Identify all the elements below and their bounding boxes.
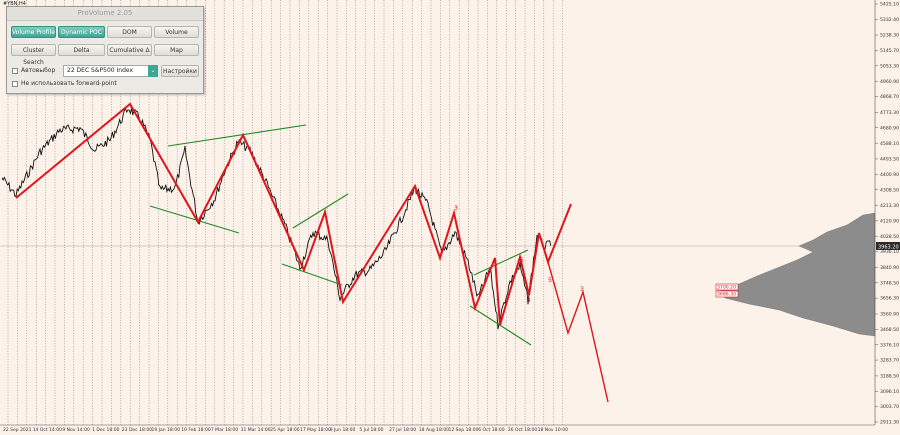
price-tick-label: 3468.50	[880, 327, 899, 333]
volume-profile	[716, 212, 876, 337]
price-tick-label: 4773.30	[880, 110, 899, 116]
time-axis-label: 9 Jun 18:00	[330, 427, 356, 433]
price-tick-label: 3188.50	[880, 374, 899, 380]
chevron-down-icon[interactable]: ⌄	[148, 65, 158, 77]
price-tick-label: 5145.70	[880, 48, 899, 54]
price-tick-label: 4028.50	[880, 234, 899, 240]
current-price-label: 3963.20	[878, 245, 899, 251]
time-axis-label: 19 Jan 18:00	[152, 427, 181, 433]
forward-point-checkbox[interactable]	[12, 81, 18, 87]
volume-profile-shape	[716, 212, 876, 337]
price-tick-label: 3936.10	[880, 249, 899, 255]
wave-mark: 5	[548, 277, 552, 284]
price-tick-label: 4400.90	[880, 172, 899, 178]
price-tick-label: 3096.10	[880, 389, 899, 395]
price-tick-label: 4308.50	[880, 187, 899, 193]
level-box	[715, 283, 739, 291]
price-tick-label: 4868.70	[880, 94, 899, 100]
time-axis-label: 22 Sep 2021	[3, 427, 32, 433]
price-series	[1, 108, 552, 330]
price-tick-label: 3560.90	[880, 312, 899, 318]
map-button[interactable]: Map	[154, 44, 199, 56]
time-axis-label: 31 Mar 14:00	[241, 427, 271, 433]
trend-line	[469, 305, 532, 346]
symbol-select[interactable]: 22 DEC S&P500 Index	[63, 65, 157, 77]
level-label: 3700.20	[717, 285, 736, 291]
settings-button[interactable]: Настройки	[161, 65, 199, 77]
forward-point-label: Не использовать forward-point	[21, 80, 117, 87]
price-tick-label: 5238.30	[880, 33, 899, 39]
time-axis-label: 1 Dec 18:00	[92, 427, 120, 433]
wave-mark: 4	[527, 297, 531, 304]
price-tick-label: 5053.30	[880, 63, 899, 69]
wave-mark: 3	[454, 205, 458, 212]
trend-line	[167, 124, 307, 147]
price-tick-label: 5332.40	[880, 17, 899, 23]
time-axis-label: 6 Oct 18:00	[478, 427, 505, 433]
time-axis-label: 14 Oct 14:00	[33, 427, 62, 433]
price-tick-label: 4960.90	[880, 79, 899, 85]
trend-line	[473, 249, 529, 276]
time-axis-label: 17 May 18:00	[300, 427, 331, 433]
price-tick-label: 2911.30	[880, 420, 899, 426]
price-tick-label: 4588.10	[880, 141, 899, 147]
time-axis-label: 23 Dec 18:00	[122, 427, 152, 433]
provolume-panel: ProVolume 2.05 Volume Profile Dynamic PO…	[6, 6, 204, 94]
time-axis-label: 18 Nov 10:00	[538, 427, 568, 433]
price-axis: 5425.10 5332.40 5238.30 5145.70 5053.30 4960.…	[875, 2, 899, 426]
price-tick-label: 3283.70	[880, 358, 899, 364]
time-axis-label: 7 Mar 18:00	[211, 427, 238, 433]
time-axis-label: 25 Apr 18:00	[270, 427, 299, 433]
chart-symbol: #YBN,H4	[3, 1, 26, 7]
price-tick-label: 3840.90	[880, 265, 899, 271]
wave-mark: 5	[520, 257, 524, 264]
time-axis-label: 10 Feb 18:00	[181, 427, 211, 433]
level-label: 3686.30	[717, 292, 736, 298]
price-tick-label: 4120.90	[880, 218, 899, 224]
panel-title: ProVolume 2.05	[7, 7, 203, 21]
price-tick-label: 3376.10	[880, 342, 899, 348]
wave-marks: 3 4 5 3 5	[454, 205, 584, 304]
price-tick-label: 3656.30	[880, 296, 899, 302]
trend-line	[292, 193, 349, 229]
time-axis-label: 9 Nov 14:00	[62, 427, 90, 433]
cumulative-delta-button[interactable]: Cumulative Δ	[107, 44, 152, 56]
dynamic-poc-button[interactable]: Dynamic POC	[58, 26, 105, 38]
price-tick-label: 4680.90	[880, 125, 899, 131]
wave-mark: 3	[580, 286, 584, 293]
volume-profile-button[interactable]: Volume Profile	[11, 26, 56, 38]
auto-select-label: Автовыбор	[21, 67, 56, 74]
trend-line	[149, 205, 240, 234]
wave-projection	[547, 261, 609, 403]
price-tick-label: 4213.30	[880, 203, 899, 209]
volume-button[interactable]: Volume	[154, 26, 199, 38]
time-axis-label: 27 Jul 18:00	[389, 427, 416, 433]
time-axis-label: 18 Aug 18:00	[419, 427, 449, 433]
wave-lines	[15, 102, 572, 326]
price-tick-label: 3748.50	[880, 280, 899, 286]
current-price-box	[876, 242, 900, 250]
time-axis: 22 Sep 2021 14 Oct 14:00 9 Nov 14:00 1 Dec …	[3, 427, 568, 433]
time-axis-label: 5 Jul 18:00	[359, 427, 383, 433]
time-axis-label: 12 Sep 18:00	[449, 427, 479, 433]
price-tick-label: 3003.70	[880, 404, 899, 410]
time-axis-label: 26 Oct 18:00	[508, 427, 537, 433]
trend-lines	[149, 124, 532, 346]
price-tick-label: 5425.10	[880, 2, 899, 8]
auto-select-checkbox[interactable]	[12, 68, 18, 74]
trend-line	[281, 263, 343, 286]
cluster-search-button[interactable]: Cluster Search	[11, 44, 56, 66]
price-tick-label: 4493.50	[880, 157, 899, 163]
dom-button[interactable]: DOM	[107, 26, 152, 38]
level-box	[715, 290, 739, 298]
delta-button[interactable]: Delta	[58, 44, 105, 56]
